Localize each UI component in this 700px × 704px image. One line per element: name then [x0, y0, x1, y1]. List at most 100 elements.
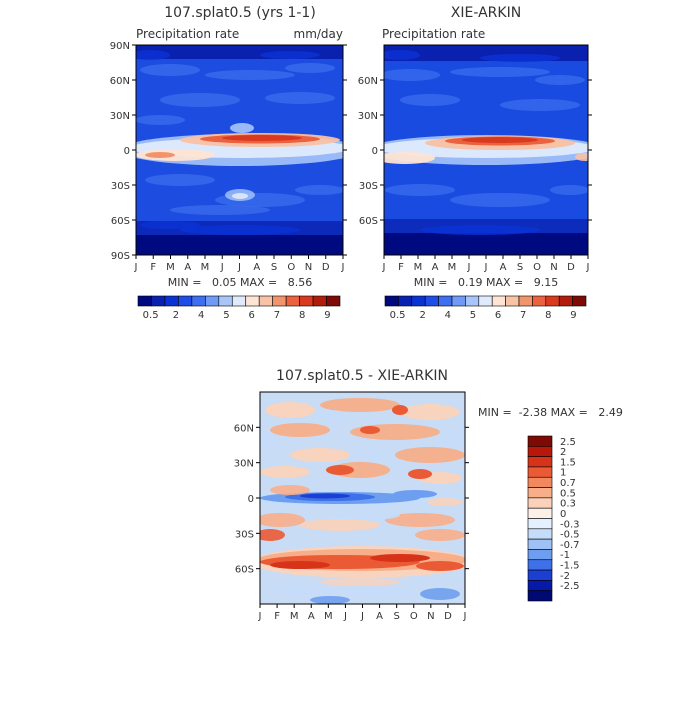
y-tick-label: 0	[124, 146, 130, 157]
field-contour-region	[320, 398, 400, 412]
colorbar-swatch	[178, 295, 193, 307]
field-contour-region	[345, 586, 415, 598]
panel-obs-variable-label: Precipitation rate	[382, 27, 485, 41]
panel-obs-title: XIE-ARKIN	[451, 5, 521, 21]
field-contour-region	[450, 67, 550, 77]
colorbar-swatch	[527, 538, 553, 550]
colorbar-swatch	[491, 295, 506, 307]
y-tick-label: 30S	[359, 181, 378, 192]
panel-model-units-label: mm/day	[294, 27, 344, 41]
colorbar-label: -1	[560, 550, 570, 561]
field-contour-region	[230, 123, 254, 133]
colorbar-swatch	[527, 559, 553, 571]
colorbar-swatch	[137, 295, 152, 307]
colorbar-swatch	[527, 497, 553, 509]
colorbar-label: -2.5	[560, 581, 580, 592]
colorbar-swatch	[527, 435, 553, 447]
panel-model-y-axis: 90N 60N 30N 0 30S 60S 90S	[110, 41, 347, 262]
colorbar-label: 0.5	[143, 310, 159, 321]
panel-model-title: 107.splat0.5 (yrs 1-1)	[164, 5, 316, 21]
colorbar-label: 9	[324, 310, 330, 321]
y-tick-label: 60S	[111, 216, 130, 227]
field-contour-region	[408, 469, 432, 479]
field-contour-region	[420, 225, 540, 235]
colorbar-label: -2	[560, 571, 570, 582]
colorbar-swatch	[527, 466, 553, 478]
y-tick-label: 60N	[110, 76, 130, 87]
x-tick-label: F	[150, 262, 156, 273]
panel-diff-colorbar: 2.521.510.70.50.30-0.3-0.5-0.7-1-1.5-2-2…	[527, 435, 580, 602]
x-tick-label: F	[274, 611, 280, 622]
field-contour-region	[136, 235, 343, 255]
colorbar-label: 6	[248, 310, 254, 321]
field-contour-region	[384, 50, 420, 60]
field-contour-region	[462, 137, 538, 143]
field-contour-region	[450, 193, 550, 207]
colorbar-swatch	[326, 295, 341, 307]
colorbar-swatch	[398, 295, 413, 307]
colorbar-label: 0.7	[560, 478, 576, 489]
x-tick-label: J	[341, 262, 345, 273]
field-contour-region	[416, 561, 464, 571]
x-tick-label: J	[258, 611, 262, 622]
colorbar-swatch	[312, 295, 327, 307]
panel-diff: 107.splat0.5 - XIE-ARKIN 60N 30N 0 30S 60S J…	[234, 368, 623, 622]
colorbar-swatch	[527, 528, 553, 540]
colorbar-swatch	[527, 549, 553, 561]
colorbar-label: 6	[495, 310, 501, 321]
field-contour-region	[310, 596, 350, 604]
colorbar-swatch	[384, 295, 399, 307]
y-tick-label: 30S	[111, 181, 130, 192]
colorbar-swatch	[527, 507, 553, 519]
field-contour-region	[385, 184, 455, 196]
colorbar-swatch	[545, 295, 560, 307]
y-tick-label: 60S	[359, 216, 378, 227]
field-contour-region	[355, 450, 395, 460]
field-contour-region	[170, 205, 270, 215]
x-tick-label: J	[343, 611, 347, 622]
colorbar-label: 7	[520, 310, 526, 321]
x-tick-label: D	[444, 611, 452, 622]
panel-model-variable-label: Precipitation rate	[136, 27, 239, 41]
field-contour-region	[415, 529, 465, 541]
panel-diff-title: 107.splat0.5 - XIE-ARKIN	[276, 368, 448, 384]
colorbar-swatch	[424, 295, 439, 307]
x-tick-label: N	[427, 611, 434, 622]
colorbar-swatch	[527, 456, 553, 468]
field-contour-region	[205, 70, 295, 80]
colorbar-swatch	[205, 295, 220, 307]
colorbar-swatch	[478, 295, 493, 307]
field-contour-region	[312, 410, 348, 420]
colorbar-swatch	[527, 580, 553, 591]
colorbar-label: 5	[470, 310, 476, 321]
panel-model: 107.splat0.5 (yrs 1-1) Precipitation rat…	[110, 5, 347, 321]
field-contour-region	[393, 490, 437, 498]
colorbar-swatch	[527, 518, 553, 530]
colorbar-swatch	[245, 295, 260, 307]
colorbar-label: 0.3	[560, 499, 576, 510]
colorbar-label: 8	[299, 310, 305, 321]
colorbar-swatch	[272, 295, 287, 307]
y-tick-label: 0	[372, 146, 378, 157]
colorbar-label: -0.3	[560, 519, 580, 530]
field-contour-region	[340, 510, 400, 520]
field-contour-region	[260, 529, 285, 541]
colorbar-label: 1.5	[560, 457, 576, 468]
x-tick-label: M	[201, 262, 210, 273]
x-tick-label: A	[500, 262, 507, 273]
x-tick-label: S	[393, 611, 399, 622]
colorbar-label: 0	[560, 509, 566, 520]
x-tick-label: A	[253, 262, 260, 273]
colorbar-label: 4	[198, 310, 204, 321]
panel-diff-field	[260, 392, 465, 604]
panel-diff-stats: MIN = -2.38 MAX = 2.49	[478, 406, 623, 419]
colorbar-swatch	[164, 295, 179, 307]
field-contour-region	[290, 448, 350, 462]
x-tick-label: J	[463, 611, 467, 622]
y-tick-label: 60N	[234, 423, 254, 434]
field-contour-region	[385, 513, 455, 527]
field-contour-region	[136, 149, 215, 161]
colorbar-swatch	[527, 476, 553, 488]
x-tick-label: A	[308, 611, 315, 622]
